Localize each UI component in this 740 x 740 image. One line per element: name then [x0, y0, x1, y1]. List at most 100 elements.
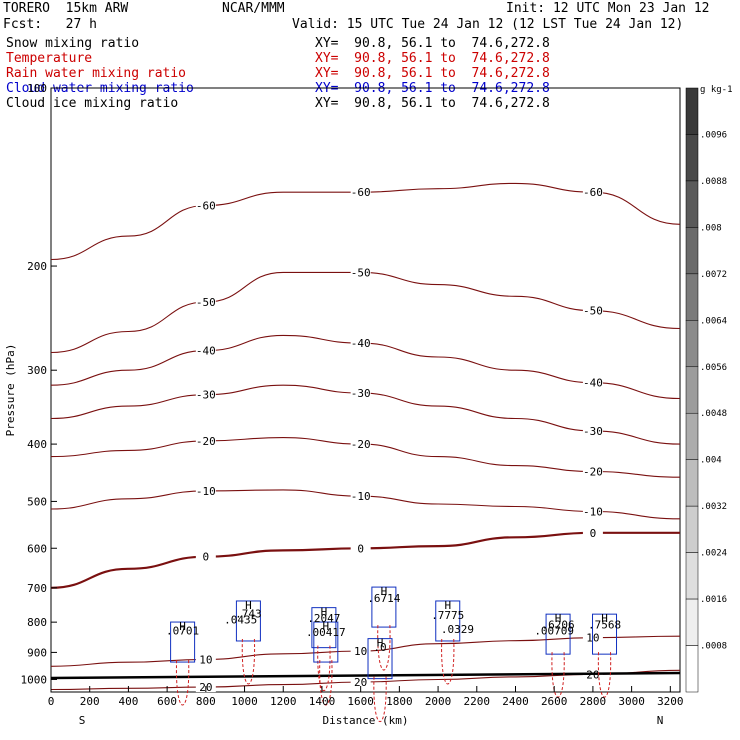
colorbar-label: .0088	[700, 177, 727, 187]
contour-label: -50	[351, 266, 371, 279]
cell-max-label: .0329	[441, 623, 474, 636]
cell-max-label: H	[179, 620, 186, 633]
contour-label: -10	[351, 490, 371, 503]
contour-label-bg	[195, 550, 216, 562]
contour-label-bg	[195, 434, 216, 446]
init-time: Init: 12 UTC Mon 23 Jan 12	[506, 1, 710, 16]
rain-water-contour	[373, 676, 387, 723]
contour-label-bg	[350, 490, 371, 502]
contour-label: -30	[583, 425, 603, 438]
contour-label-bg	[350, 438, 371, 450]
y-tick-label: 200	[27, 260, 47, 273]
contour-label: -40	[583, 377, 603, 390]
field-xy-range: XY= 90.8, 56.1 to 74.6,272.8	[315, 96, 550, 111]
valid-time: Valid: 15 UTC Tue 24 Jan 12 (12 LST Tue …	[292, 17, 684, 32]
x-tick-label: 2800	[580, 695, 607, 708]
field-xy-range: XY= 90.8, 56.1 to 74.6,272.8	[315, 51, 550, 66]
contour-label-bg	[582, 465, 603, 477]
contour-label: -60	[583, 186, 603, 199]
x-tick-label: 2200	[464, 695, 491, 708]
x-tick-label: 400	[118, 695, 138, 708]
cell-max-label: .743	[235, 607, 262, 620]
cell-max-label: .7568	[588, 618, 621, 631]
contour-label-bg	[582, 526, 603, 538]
contour-label: -10	[583, 505, 603, 518]
y-tick-label: 900	[27, 646, 47, 659]
contour-label-bg	[582, 304, 603, 316]
contour-label-bg	[582, 376, 603, 388]
contour-label: 10	[354, 645, 367, 658]
org-title: NCAR/MMM	[222, 1, 285, 16]
cell-max-label: H	[377, 637, 384, 650]
contour-label: -40	[196, 345, 216, 358]
colorbar-cell	[685, 645, 699, 693]
colorbar-label: .0024	[700, 549, 727, 559]
contour-label: -20	[351, 438, 371, 451]
rain-water-contour	[317, 645, 331, 692]
cell-max-label: H	[601, 612, 608, 625]
colorbar-label: .0064	[700, 316, 727, 326]
x-tick-label: 3200	[657, 695, 684, 708]
y-tick-label: 300	[27, 364, 47, 377]
contour-label-bg	[195, 295, 216, 307]
contour-label: -60	[351, 186, 371, 199]
cell-max-label: .7775	[431, 609, 464, 622]
cloud-water-contour	[545, 613, 571, 655]
contour-label: -50	[196, 296, 216, 309]
field-name: Cloud ice mixing ratio	[6, 96, 179, 111]
model-title: TORERO 15km ARW	[3, 1, 129, 16]
contour-label-bg	[350, 266, 371, 278]
colorbar-label: .0008	[700, 642, 727, 652]
x-tick-label: 600	[157, 695, 177, 708]
contour-label: -40	[351, 337, 371, 350]
north-label: N	[657, 714, 664, 727]
x-tick-label: 1200	[270, 695, 297, 708]
x-tick-label: 3000	[618, 695, 645, 708]
y-axis-title: Pressure (hPa)	[4, 344, 17, 437]
colorbar-label: .008	[700, 223, 722, 233]
x-tick-label: 1800	[386, 695, 413, 708]
y-tick-label: 700	[27, 582, 47, 595]
contour-label-bg	[582, 424, 603, 436]
forecast-hour: Fcst: 27 h	[3, 17, 97, 32]
contour-label-bg	[350, 337, 371, 349]
colorbar-label: .0072	[700, 270, 727, 280]
contour-label-bg	[582, 186, 603, 198]
contour-label-bg	[350, 186, 371, 198]
contour-label-bg	[195, 344, 216, 356]
contour-label: 0	[590, 527, 597, 540]
contour-label-bg	[350, 644, 371, 656]
contour-label-bg	[195, 199, 216, 211]
field-name: Temperature	[6, 51, 93, 66]
colorbar-label: .0056	[700, 363, 727, 373]
colorbar-label: .0032	[700, 502, 727, 512]
cell-max-label: .0701	[166, 625, 199, 638]
plot-frame	[50, 87, 681, 693]
cloud-water-contour	[592, 613, 618, 655]
cell-max-label: H	[323, 620, 330, 633]
contour-label-bg	[195, 388, 216, 400]
cell-max-label: H	[555, 612, 562, 625]
cell-max-label: .00417	[306, 626, 346, 639]
cell-max-label: H	[444, 599, 451, 612]
contour-label-bg	[195, 484, 216, 496]
contour-label: 0	[357, 542, 364, 555]
x-tick-label: 2600	[541, 695, 568, 708]
field-xy-range: XY= 90.8, 56.1 to 74.6,272.8	[315, 36, 550, 51]
colorbar-cell	[685, 552, 699, 600]
contour-label-bg	[350, 387, 371, 399]
y-tick-label: 100	[27, 82, 47, 95]
cloud-water-contour	[435, 600, 461, 642]
x-tick-label: 0	[48, 695, 55, 708]
cell-max-label: .6206	[542, 618, 575, 631]
contour-label: -10	[196, 485, 216, 498]
rain-water-contour	[175, 660, 190, 706]
x-tick-label: 2400	[502, 695, 529, 708]
contour-label: 10	[199, 653, 212, 666]
colorbar-label: .0048	[700, 409, 727, 419]
rain-water-contour	[441, 638, 455, 685]
rain-water-contour	[551, 652, 565, 698]
colorbar-cell	[685, 134, 699, 182]
contour-label-bg	[350, 676, 371, 688]
contour-label: 0	[203, 551, 210, 564]
